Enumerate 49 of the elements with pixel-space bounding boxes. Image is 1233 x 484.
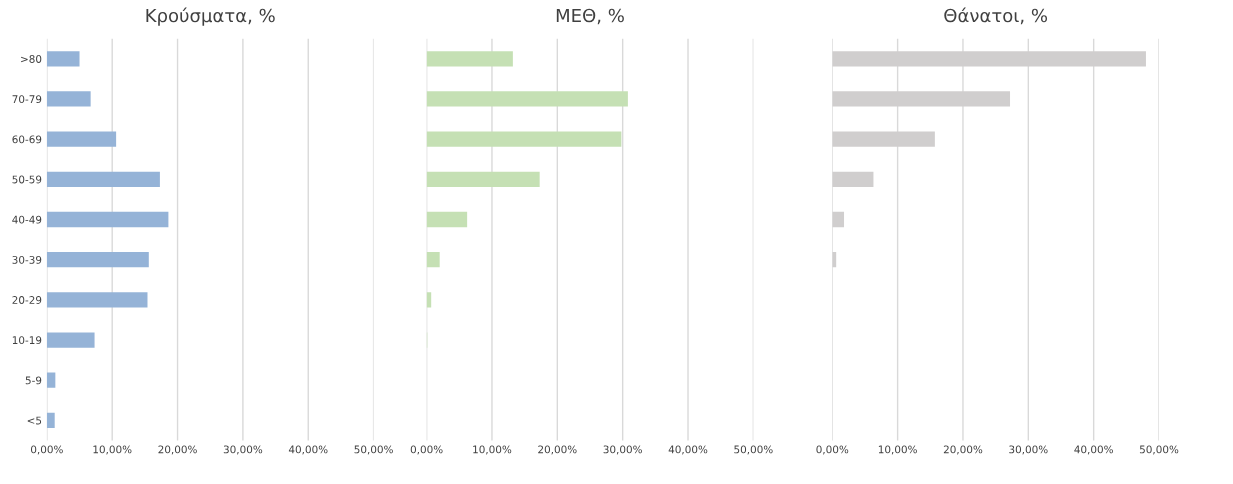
x-tick-label: 30,00% <box>223 445 263 455</box>
bar <box>426 211 468 228</box>
bar <box>46 252 149 268</box>
x-tick-label: 20,00% <box>158 445 197 455</box>
y-tick-label: 40-49 <box>12 215 42 224</box>
x-tick-label: 50,00% <box>734 445 773 455</box>
bar <box>426 171 540 187</box>
x-tick-label: 20,00% <box>943 445 983 455</box>
bar <box>832 171 874 187</box>
x-tick-label: 10,00% <box>878 445 917 455</box>
x-tick-label: 40,00% <box>668 445 708 455</box>
chart-title: ΜΕΘ, % <box>556 8 624 25</box>
y-tick-label: 20-29 <box>12 296 42 304</box>
bar <box>46 412 55 428</box>
bar <box>46 171 160 187</box>
bar <box>426 51 513 67</box>
bar <box>46 292 148 308</box>
x-tick-label: 30,00% <box>1009 445 1048 455</box>
x-tick-label: 40,00% <box>1074 445 1113 455</box>
y-tick-label: 70-79 <box>12 95 42 104</box>
bar <box>46 91 91 107</box>
x-tick-label: 0,00% <box>816 445 849 455</box>
y-tick-label: >80 <box>21 55 42 63</box>
bar <box>46 51 80 67</box>
x-tick-label: 10,00% <box>93 445 132 455</box>
bar <box>46 211 169 228</box>
bar <box>426 91 628 107</box>
x-tick-label: 30,00% <box>603 445 642 455</box>
chart-title: Θάνατοι, % <box>944 7 1048 25</box>
x-tick-label: 50,00% <box>354 445 393 455</box>
x-tick-label: 40,00% <box>288 445 328 455</box>
bar <box>46 332 95 348</box>
y-tick-label: 30-39 <box>12 255 42 264</box>
chart-title: Κρούσματα, % <box>146 7 275 26</box>
y-tick-label: <5 <box>27 416 42 425</box>
y-tick-label: 10-19 <box>12 336 42 345</box>
bar <box>832 211 845 228</box>
x-tick-label: 10,00% <box>473 445 512 455</box>
y-tick-label: 50-59 <box>12 175 42 184</box>
x-tick-label: 0,00% <box>31 445 63 455</box>
x-tick-label: 0,00% <box>410 445 443 455</box>
x-tick-label: 20,00% <box>538 445 577 455</box>
bar <box>426 252 440 268</box>
y-tick-label: 5-9 <box>25 376 42 385</box>
bar <box>46 131 117 147</box>
y-tick-label: 60-69 <box>12 135 42 144</box>
x-tick-label: 50,00% <box>1139 445 1179 455</box>
bar <box>426 131 622 147</box>
bar <box>46 372 56 388</box>
